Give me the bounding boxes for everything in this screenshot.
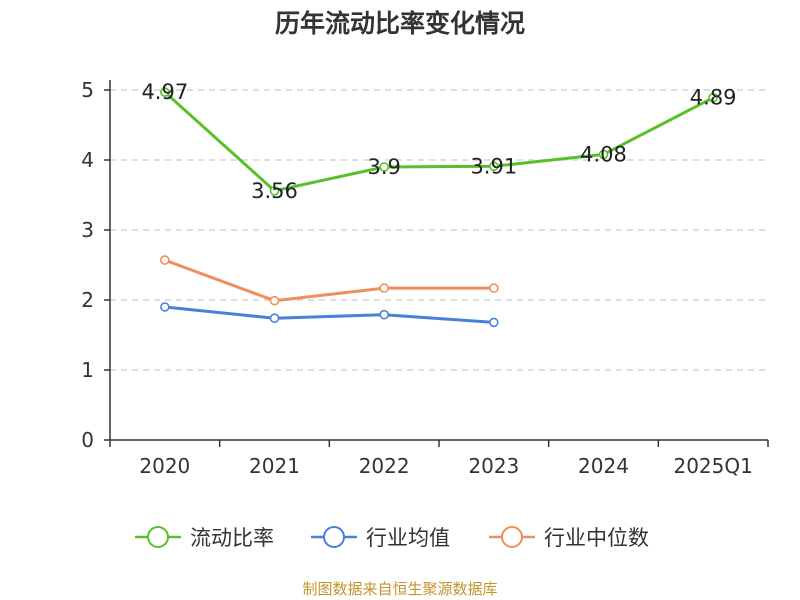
series-line-3 (164, 258, 494, 303)
data-label: 4.08 (580, 142, 627, 166)
y-tick-label: 1 (81, 358, 94, 382)
y-tick-label: 2 (81, 288, 94, 312)
chart-title: 历年流动比率变化情况 (274, 9, 525, 38)
data-label: 4.89 (690, 86, 737, 110)
legend-item-1[interactable]: 流动比率 (135, 526, 274, 550)
x-tick-label: 2025Q1 (673, 454, 752, 478)
data-point (598, 149, 609, 160)
series-lines (160, 87, 718, 328)
legend-swatch-marker (501, 526, 523, 548)
data-label: 3.56 (251, 179, 298, 203)
axes: 0 1 2 3 4 5 2020 2021 2022 2023 2024 2025Q1 (81, 78, 769, 478)
x-tick-label: 2021 (249, 454, 300, 478)
data-point (708, 92, 718, 103)
x-tick-label: 2020 (139, 454, 190, 478)
legend-item-2[interactable]: 行业均值 (311, 526, 450, 550)
legend-label: 行业均值 (366, 526, 450, 550)
data-point (160, 87, 170, 97)
data-point (489, 283, 499, 293)
x-tick-label: 2024 (578, 454, 629, 478)
data-point (160, 302, 170, 312)
data-labels: 4.97 3.56 3.9 3.91 4.08 4.89 (141, 80, 736, 203)
legend: 流动比率 行业均值 行业中位数 (135, 526, 649, 550)
legend-label: 行业中位数 (544, 526, 649, 550)
data-point (379, 309, 389, 320)
data-point (379, 162, 389, 172)
x-tick-label: 2023 (468, 454, 519, 478)
y-tick-label: 3 (81, 218, 94, 242)
series-line-1 (163, 90, 714, 193)
data-label: 3.9 (367, 155, 400, 179)
y-tick-label: 5 (81, 78, 94, 102)
series-line-2 (164, 305, 494, 324)
legend-label: 流动比率 (190, 526, 274, 550)
y-tick-label: 0 (81, 428, 94, 452)
y-tick-label: 4 (81, 148, 94, 172)
data-point (160, 255, 170, 265)
data-point (379, 283, 389, 293)
data-point (269, 186, 280, 196)
legend-swatch-marker (147, 526, 169, 548)
data-point (269, 313, 280, 324)
source-note: 制图数据来自恒生聚源数据库 (302, 580, 498, 598)
legend-swatch-marker (323, 526, 345, 548)
x-tick-label: 2022 (359, 454, 410, 478)
data-label: 3.91 (470, 154, 517, 178)
data-point (489, 317, 499, 328)
legend-item-3[interactable]: 行业中位数 (489, 526, 649, 550)
data-point (489, 161, 499, 172)
data-label: 4.97 (141, 80, 188, 104)
data-point (269, 295, 280, 306)
